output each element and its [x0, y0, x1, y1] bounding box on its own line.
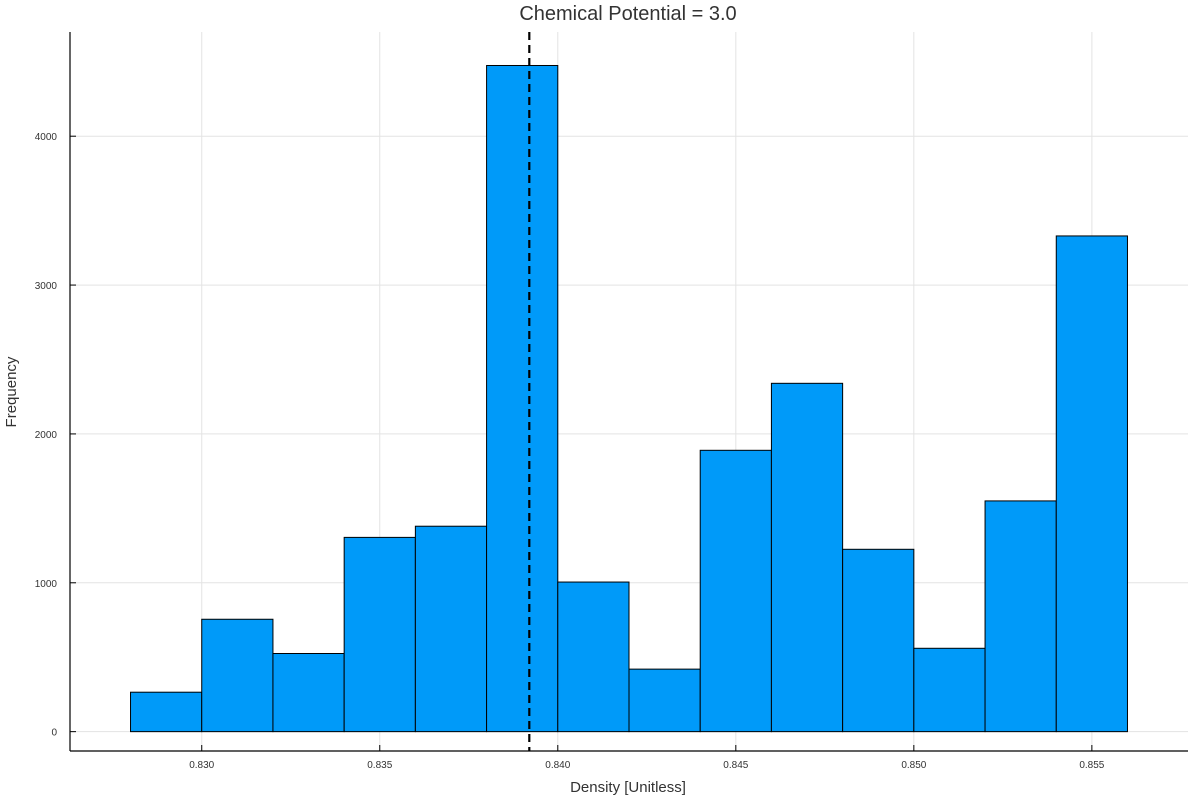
y-tick-label: 2000	[35, 430, 58, 441]
histogram-bar	[770, 382, 844, 733]
y-axis-label: Frequency	[3, 356, 20, 427]
histogram-bar	[628, 668, 701, 733]
x-axis-label: Density [Unitless]	[570, 779, 686, 796]
histogram-bar	[1055, 235, 1128, 733]
tick-labels: 0.830 0.835 0.840 0.845 0.850 0.855 0 1000 2000 3…	[35, 132, 1105, 771]
histogram-bar	[343, 536, 416, 733]
histogram-bar	[557, 581, 630, 733]
histogram-bar	[984, 500, 1057, 733]
y-tick-label: 0	[51, 728, 57, 739]
histogram-bar	[272, 652, 345, 733]
histogram-bar	[486, 64, 559, 733]
histogram-bar	[201, 618, 274, 733]
x-tick-label: 0.850	[901, 760, 926, 771]
x-tick-label: 0.840	[545, 760, 570, 771]
y-tick-label: 4000	[35, 132, 58, 143]
chart-title: Chemical Potential = 3.0	[519, 3, 736, 25]
axes	[69, 32, 1188, 752]
histogram-bar	[699, 449, 772, 733]
histogram-bars	[130, 64, 1128, 733]
y-tick-label: 1000	[35, 579, 58, 590]
x-tick-label: 0.855	[1079, 760, 1104, 771]
histogram-bar	[913, 647, 986, 733]
y-tick-label: 3000	[35, 281, 58, 292]
x-tick-label: 0.830	[189, 760, 214, 771]
histogram-bar	[842, 548, 915, 733]
x-tick-label: 0.835	[367, 760, 392, 771]
histogram-bar	[130, 691, 203, 733]
x-tick-label: 0.845	[723, 760, 748, 771]
histogram-bar	[414, 525, 488, 733]
